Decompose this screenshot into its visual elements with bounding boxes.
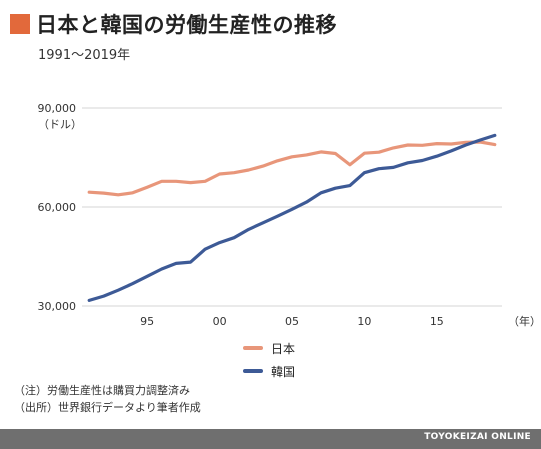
legend-swatch-korea	[243, 369, 263, 373]
x-tick-label: 95	[140, 315, 154, 328]
legend-label-japan: 日本	[271, 341, 296, 356]
chart-notes: （注）労働生産性は購買力調整済み （出所）世界銀行データより筆者作成	[14, 382, 201, 416]
chart-legend: 日本 韓国	[243, 337, 295, 383]
chart-subtitle: 1991〜2019年	[38, 48, 131, 63]
publisher-name: TOYOKEIZAI ONLINE	[424, 432, 531, 442]
x-tick-label: 05	[285, 315, 299, 328]
chart-title: 日本と韓国の労働生産性の推移	[36, 13, 337, 37]
footer-bar: TOYOKEIZAI ONLINE	[0, 429, 541, 449]
line-chart: 30,000 60,000 90,000 （ドル） 95 00 05 10 15 （年）	[38, 102, 541, 328]
y-tick-label: 90,000	[38, 102, 77, 115]
x-tick-label: 00	[213, 315, 227, 328]
note-line: （注）労働生産性は購買力調整済み	[14, 384, 190, 397]
legend-label-korea: 韓国	[271, 364, 296, 379]
x-tick-label: 10	[357, 315, 371, 328]
x-tick-label: 15	[430, 315, 444, 328]
y-tick-label: 60,000	[38, 201, 77, 214]
y-axis: 30,000 60,000 90,000 （ドル）	[38, 102, 83, 313]
chart-grid	[82, 107, 502, 307]
legend-item-japan: 日本	[243, 337, 295, 359]
title-row: 日本と韓国の労働生産性の推移	[10, 9, 337, 39]
legend-swatch-japan	[243, 346, 263, 350]
y-tick-label: 30,000	[38, 300, 77, 313]
chart-series	[87, 133, 497, 302]
series-line-japan	[87, 140, 497, 197]
y-axis-label: （ドル）	[38, 118, 82, 131]
legend-item-korea: 韓国	[243, 360, 295, 382]
title-square-icon	[10, 14, 30, 34]
x-axis-label: （年）	[508, 314, 541, 328]
source-line: （出所）世界銀行データより筆者作成	[14, 401, 201, 414]
x-axis: 95 00 05 10 15 （年）	[140, 314, 541, 328]
series-line-korea	[87, 133, 497, 302]
